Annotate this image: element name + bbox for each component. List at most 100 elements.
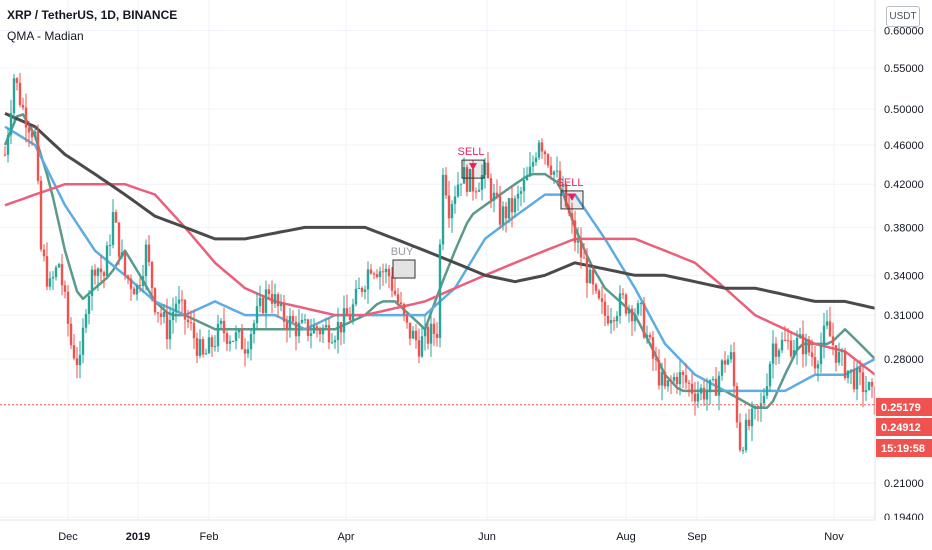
candle-body <box>741 450 745 452</box>
candle-body <box>708 379 712 392</box>
candle-body <box>660 371 664 386</box>
candle-body <box>348 316 352 321</box>
candle-body <box>801 334 805 355</box>
candle-body <box>147 244 151 263</box>
candle-body <box>642 303 646 338</box>
candle-body <box>864 390 868 392</box>
candle-body <box>222 320 226 334</box>
candle-body <box>174 303 178 312</box>
candle-body <box>615 315 619 322</box>
candle-body <box>213 346 217 348</box>
candle-body <box>96 268 100 276</box>
candle-body <box>231 340 235 342</box>
candle-body <box>402 304 406 315</box>
candle-body <box>255 306 259 324</box>
candle-body <box>186 319 190 323</box>
candle-body <box>273 294 277 304</box>
price-tick-label: 0.31000 <box>884 310 924 322</box>
candle-body <box>705 391 709 400</box>
candle-body <box>807 339 811 353</box>
candle-body <box>99 268 103 273</box>
candle-body <box>342 308 346 333</box>
trade-signals: BUY SELL SELL <box>391 146 584 279</box>
candle-body <box>171 311 175 321</box>
candle-body <box>363 289 367 292</box>
candle-body <box>699 387 703 394</box>
candle-body <box>420 336 424 357</box>
candle-body <box>669 380 673 382</box>
candle-body <box>15 78 19 83</box>
time-axis[interactable]: Dec 2019 Feb Apr Jun Aug Sep Nov <box>0 519 932 550</box>
candle-body <box>471 168 475 192</box>
price-tags: 0.25179 0.24912 15:19:58 <box>876 398 932 457</box>
candle-body <box>753 406 757 409</box>
signal-label: BUY <box>391 246 414 258</box>
sell-arrow-icon <box>469 163 477 171</box>
candle-body <box>603 301 607 316</box>
candle-body <box>66 291 70 324</box>
candle-body <box>339 322 343 333</box>
candle-body <box>6 134 10 155</box>
candle-body <box>690 383 694 394</box>
candle-body <box>462 167 466 184</box>
candle-body <box>588 269 592 284</box>
candle-body <box>282 303 286 322</box>
candle-body <box>36 131 40 181</box>
candle-body <box>546 154 550 166</box>
candle-body <box>3 154 7 156</box>
candle-body <box>777 350 781 357</box>
candle-body <box>333 340 337 343</box>
candle-body <box>369 269 373 274</box>
candle-body <box>306 319 310 336</box>
candle-body <box>624 294 628 314</box>
candle-body <box>54 267 58 278</box>
candle-body <box>639 303 643 305</box>
candle-body <box>438 244 442 338</box>
currency-button[interactable]: USDT <box>886 6 920 27</box>
candle-body <box>42 249 46 257</box>
candle-body <box>666 380 670 387</box>
candle-body <box>579 240 583 258</box>
candle-body <box>30 132 34 138</box>
candle-body <box>321 327 325 335</box>
symbol-title: XRP / TetherUS, 1D, BINANCE <box>7 8 177 22</box>
candle-body <box>486 162 490 179</box>
candle-body <box>816 364 820 369</box>
candle-body <box>24 107 28 128</box>
price-tick-label: 0.21000 <box>884 478 924 490</box>
candle-body <box>357 288 361 290</box>
time-tick-label: Apr <box>337 531 354 543</box>
price-tick-label: 0.60000 <box>884 25 924 37</box>
candle-body <box>225 333 229 344</box>
price-axis-bg <box>875 0 932 550</box>
price-axis[interactable]: 0.60000 0.55000 0.50000 0.46000 0.42000 0.380… <box>874 0 932 550</box>
candle-body <box>780 339 784 351</box>
candle-body <box>48 278 52 287</box>
candle-body <box>459 183 463 185</box>
candle-body <box>126 275 130 279</box>
candle-body <box>78 354 82 366</box>
candle-body <box>132 288 136 295</box>
candle-body <box>834 345 838 363</box>
time-axis-bg <box>0 520 932 550</box>
candle-body <box>450 204 454 219</box>
price-tag-bg <box>876 418 932 436</box>
candle-body <box>747 419 751 427</box>
candle-body <box>564 184 568 207</box>
candle-body <box>567 206 571 214</box>
time-tick-label: Sep <box>687 531 707 543</box>
candle-body <box>234 332 238 341</box>
candle-body <box>216 323 220 347</box>
candle-body <box>441 174 445 245</box>
candle-body <box>570 213 574 221</box>
candle-body <box>93 269 97 276</box>
candle-body <box>330 342 334 344</box>
candle-body <box>396 294 400 303</box>
candle-body <box>75 358 79 366</box>
candle-body <box>411 330 415 339</box>
candle-body <box>120 252 124 257</box>
candle-body <box>360 288 364 292</box>
candle-body <box>51 277 55 279</box>
candle-body <box>750 408 754 427</box>
